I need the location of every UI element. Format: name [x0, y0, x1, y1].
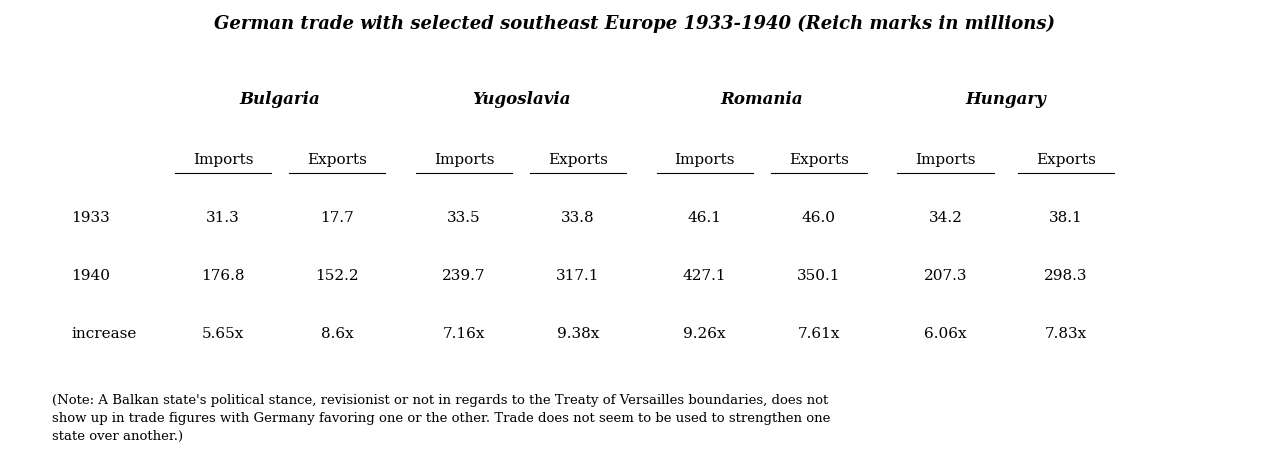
- Text: 46.0: 46.0: [801, 210, 836, 224]
- Text: Hungary: Hungary: [965, 91, 1046, 108]
- Text: Exports: Exports: [789, 152, 848, 167]
- Text: Imports: Imports: [916, 152, 975, 167]
- Text: 31.3: 31.3: [206, 210, 240, 224]
- Text: German trade with selected southeast Europe 1933-1940 (Reich marks in millions): German trade with selected southeast Eur…: [215, 15, 1055, 33]
- Text: 7.83x: 7.83x: [1045, 326, 1087, 340]
- Text: Romania: Romania: [720, 91, 803, 108]
- Text: 9.38x: 9.38x: [556, 326, 599, 340]
- Text: 239.7: 239.7: [442, 268, 485, 282]
- Text: 7.16x: 7.16x: [443, 326, 485, 340]
- Text: 9.26x: 9.26x: [683, 326, 726, 340]
- Text: 46.1: 46.1: [687, 210, 721, 224]
- Text: Exports: Exports: [1036, 152, 1096, 167]
- Text: Imports: Imports: [674, 152, 735, 167]
- Text: 176.8: 176.8: [202, 268, 245, 282]
- Text: Yugoslavia: Yugoslavia: [471, 91, 570, 108]
- Text: (Note: A Balkan state's political stance, revisionist or not in regards to the T: (Note: A Balkan state's political stance…: [52, 393, 831, 442]
- Text: 33.8: 33.8: [561, 210, 594, 224]
- Text: 38.1: 38.1: [1049, 210, 1083, 224]
- Text: Imports: Imports: [193, 152, 254, 167]
- Text: Imports: Imports: [433, 152, 494, 167]
- Text: 317.1: 317.1: [556, 268, 599, 282]
- Text: 6.06x: 6.06x: [925, 326, 966, 340]
- Text: 1933: 1933: [71, 210, 109, 224]
- Text: 350.1: 350.1: [798, 268, 841, 282]
- Text: Exports: Exports: [549, 152, 608, 167]
- Text: 5.65x: 5.65x: [202, 326, 244, 340]
- Text: 34.2: 34.2: [928, 210, 963, 224]
- Text: 17.7: 17.7: [320, 210, 354, 224]
- Text: 1940: 1940: [71, 268, 110, 282]
- Text: 8.6x: 8.6x: [321, 326, 353, 340]
- Text: Exports: Exports: [307, 152, 367, 167]
- Text: 207.3: 207.3: [923, 268, 968, 282]
- Text: 33.5: 33.5: [447, 210, 481, 224]
- Text: Bulgaria: Bulgaria: [240, 91, 320, 108]
- Text: 427.1: 427.1: [683, 268, 726, 282]
- Text: 7.61x: 7.61x: [798, 326, 839, 340]
- Text: 298.3: 298.3: [1044, 268, 1087, 282]
- Text: increase: increase: [71, 326, 136, 340]
- Text: 152.2: 152.2: [315, 268, 359, 282]
